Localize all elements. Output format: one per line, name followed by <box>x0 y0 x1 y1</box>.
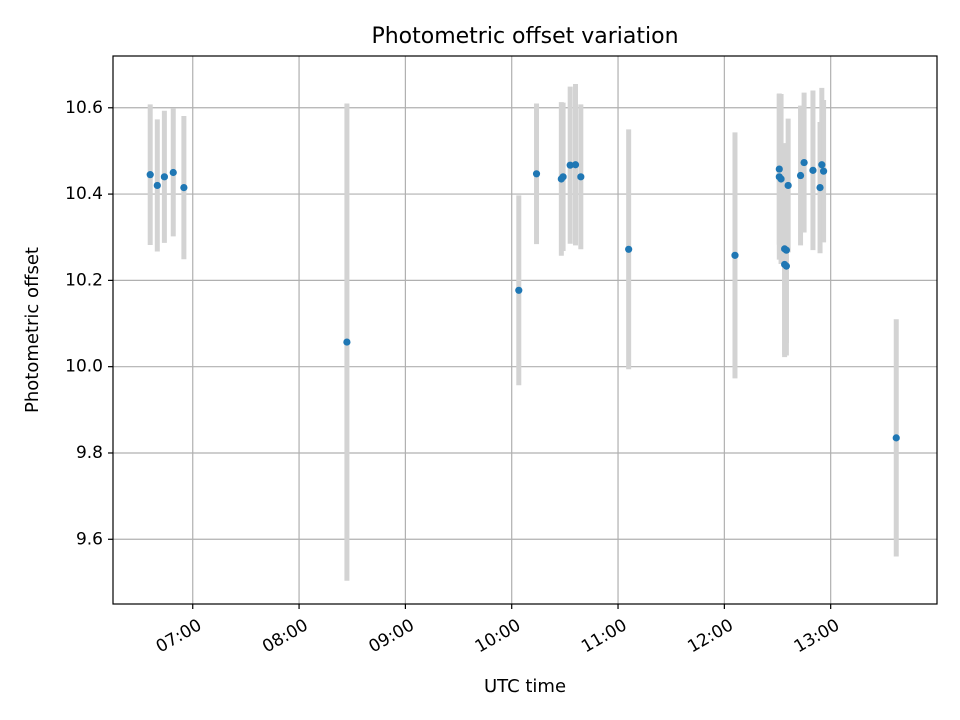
data-point <box>532 170 541 178</box>
data-point <box>515 286 523 294</box>
data-point <box>160 173 168 181</box>
data-point <box>566 161 574 169</box>
data-point <box>800 158 808 167</box>
y-tick-label: 10.4 <box>65 184 103 204</box>
data-point <box>782 262 790 270</box>
chart-title: Photometric offset variation <box>371 24 678 49</box>
data-points <box>146 158 900 442</box>
data-point <box>784 181 792 190</box>
y-tick-label: 9.6 <box>76 529 103 549</box>
data-point <box>146 171 154 179</box>
plot-frame <box>112 55 938 605</box>
y-tick-label: 10.6 <box>65 98 103 118</box>
data-point <box>796 171 805 180</box>
data-point <box>577 173 585 181</box>
data-point <box>169 168 177 177</box>
data-point <box>571 161 580 169</box>
data-point <box>731 251 739 259</box>
data-point <box>180 184 188 192</box>
data-point <box>892 434 900 442</box>
y-axis-label: Photometric offset <box>22 247 43 413</box>
data-point <box>559 173 567 181</box>
data-point <box>818 161 826 169</box>
data-point <box>819 167 828 175</box>
grid <box>113 56 937 604</box>
data-point <box>775 165 783 173</box>
data-point <box>816 184 824 192</box>
y-tick-label: 10.0 <box>65 357 103 377</box>
data-point <box>809 166 817 174</box>
data-point <box>343 338 351 346</box>
x-axis-label: UTC time <box>484 676 566 697</box>
data-point <box>777 175 785 183</box>
data-point <box>153 181 161 190</box>
data-point <box>782 246 790 254</box>
y-tick-label: 9.8 <box>76 443 103 463</box>
y-tick-label: 10.2 <box>65 270 103 290</box>
data-point <box>625 245 633 253</box>
